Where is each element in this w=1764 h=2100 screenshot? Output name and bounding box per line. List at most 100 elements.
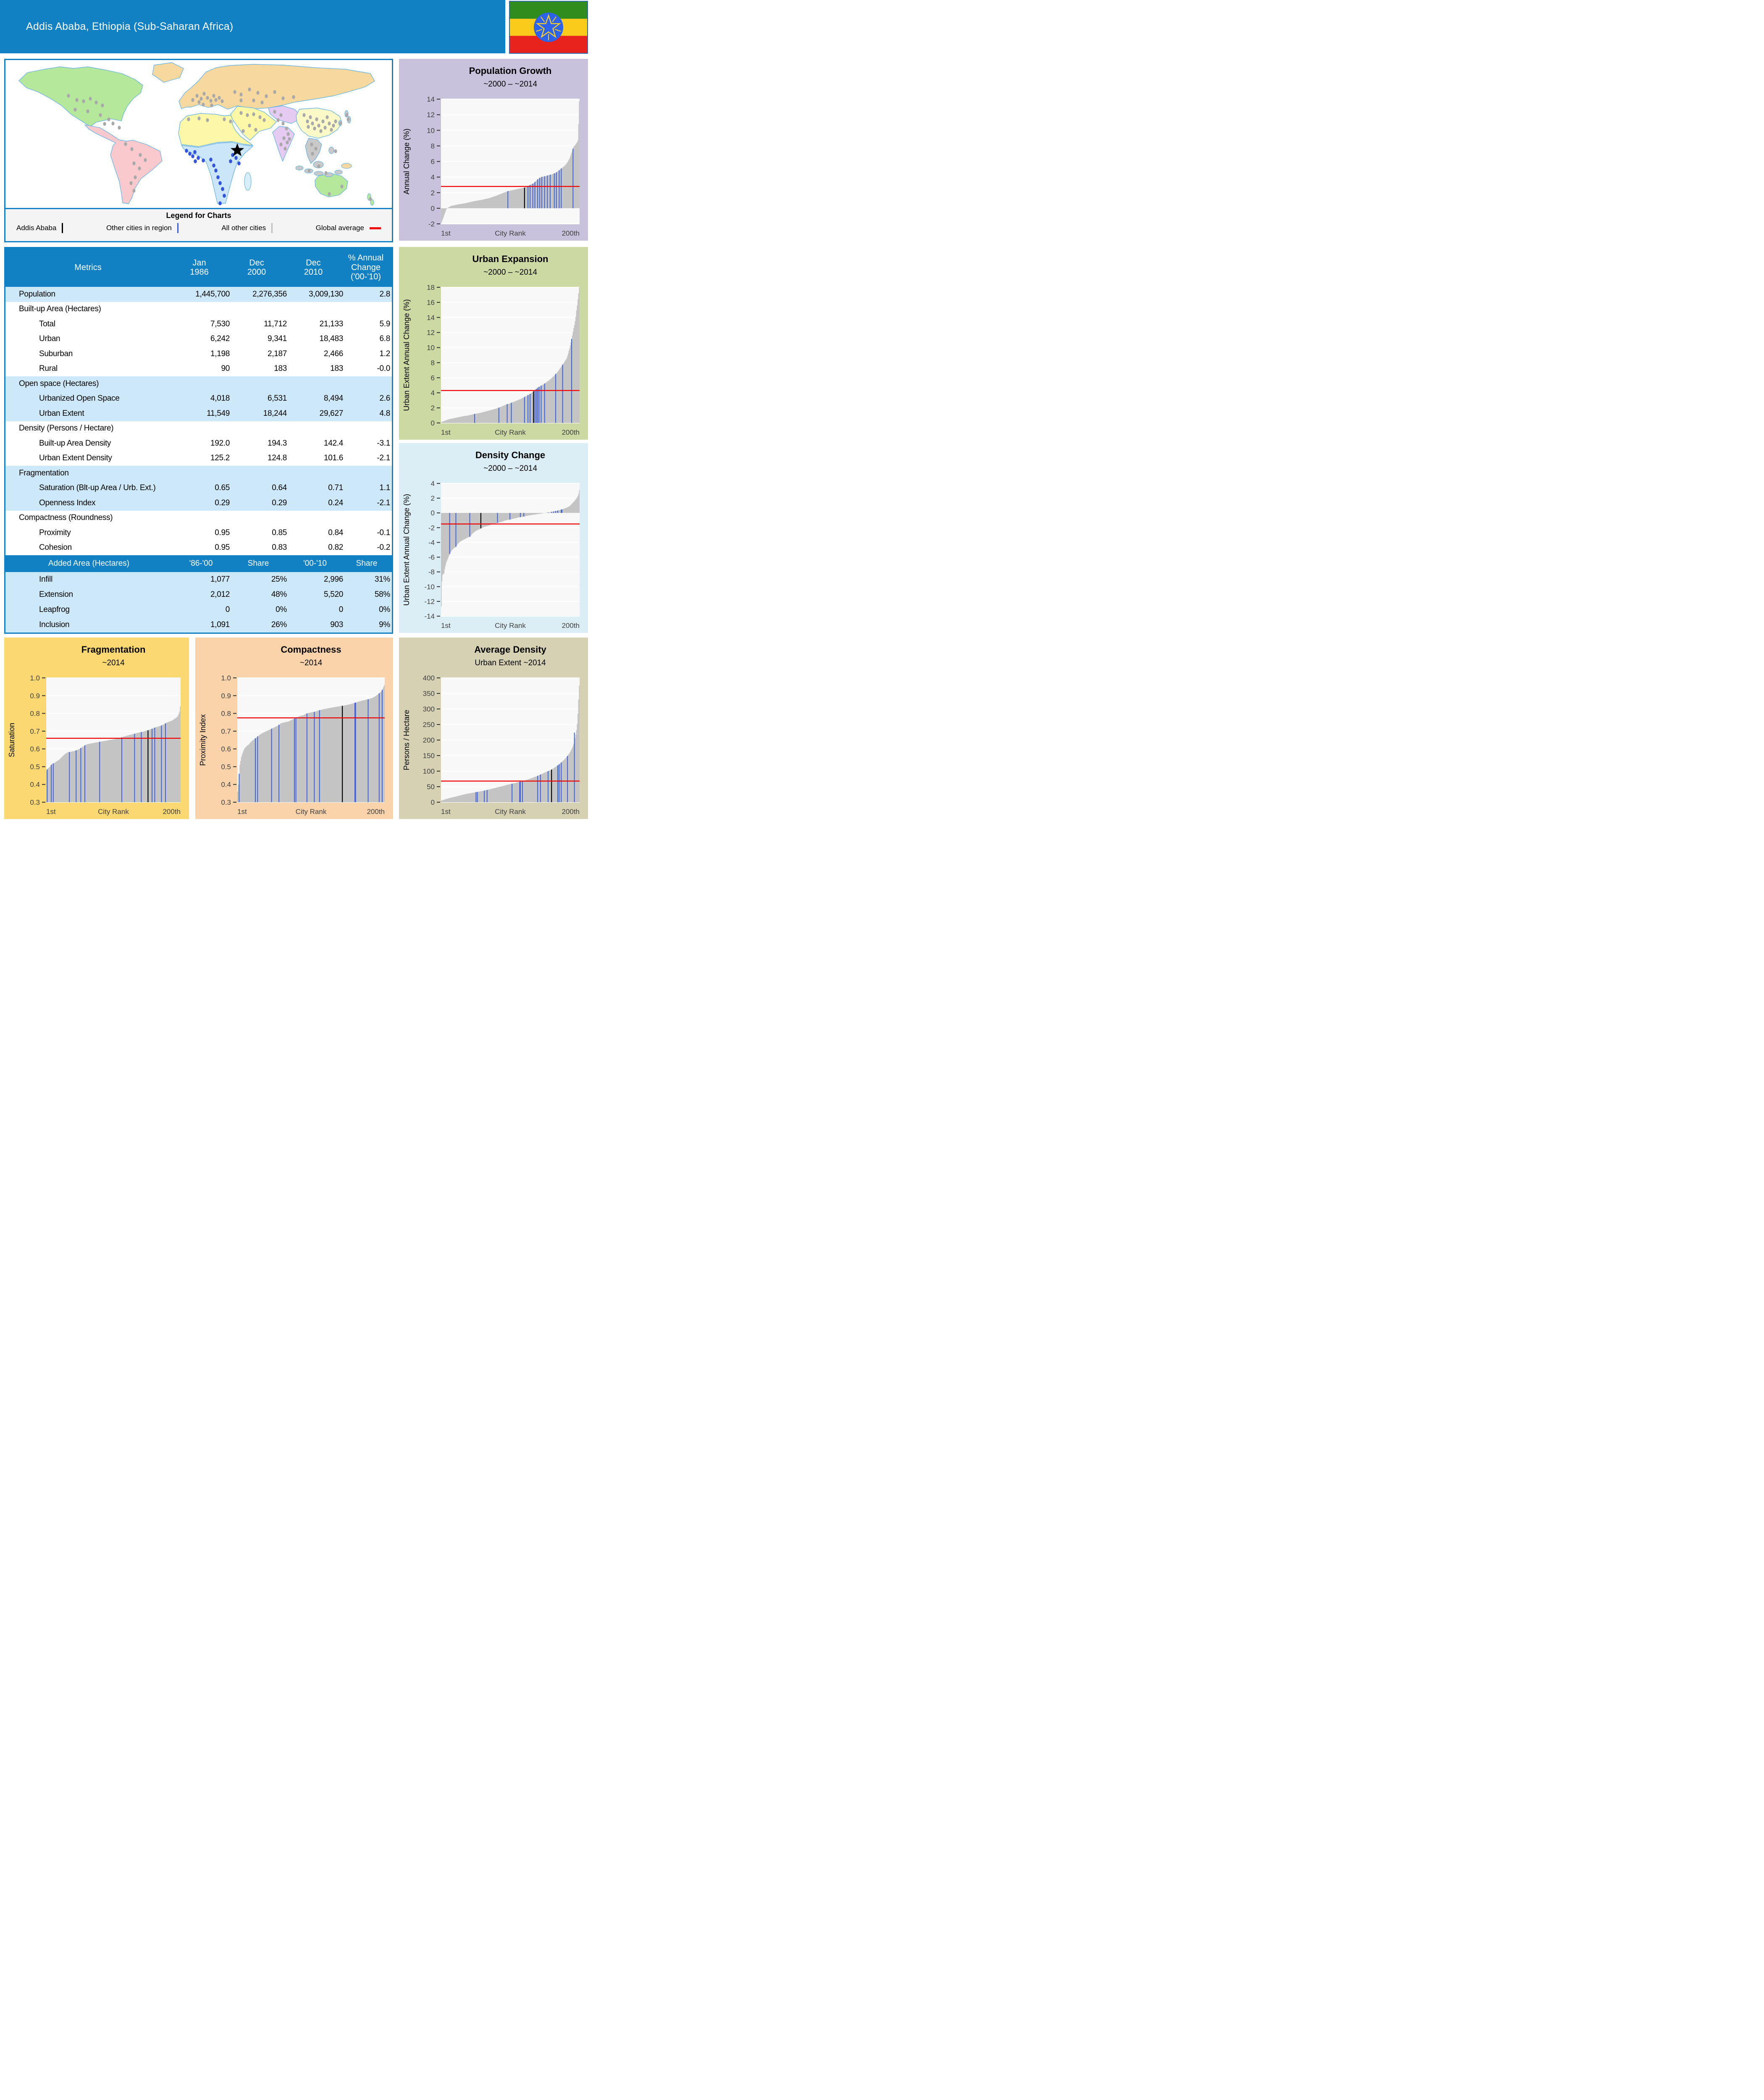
chart-title: Population Growth [469,66,552,76]
city-dot [197,100,201,104]
city-dot [288,137,291,141]
y-tick-label: 0.8 [30,710,40,718]
metric-row: Urbanized Open Space 4,018 6,531 8,494 2.6 [5,391,392,406]
added-col-share-2: Share [356,559,378,568]
added-area-value: 1,091 [210,620,230,629]
y-tick-label: 14 [427,95,435,103]
metric-label: Fragmentation [19,468,69,478]
flag-ray [536,29,543,32]
city-dot [279,113,283,117]
city-dot [332,123,335,128]
metric-value: 183 [274,364,287,373]
metric-label: Urban Extent [39,409,84,418]
chart-subtitle: ~2014 [102,659,125,667]
added-area-value: 1,077 [210,575,230,584]
metric-value: -0.0 [377,364,390,373]
metric-label: Open space (Hectares) [19,379,99,388]
metric-value: -2.1 [377,454,390,463]
x-tick-first: 1st [237,808,247,816]
region-city-dot [218,181,222,185]
city-dot [317,164,320,168]
legend-region-cities-marker-icon [177,223,178,233]
added-area-label: Added Area (Hectares) [48,559,130,568]
y-tick-label: 0.3 [221,798,231,806]
y-tick-label: 1.0 [30,674,40,682]
metric-label: Openness Index [39,498,96,507]
metric-row: Population 1,445,700 2,276,356 3,009,130 2.8 [5,287,392,302]
region-central-asia [268,105,300,124]
added-area-value: 2,012 [210,590,230,599]
city-dot [74,108,77,112]
city-dot [323,126,327,130]
city-dot [340,184,344,189]
col-header-jan-1986: Jan 1986 [190,258,209,277]
flag-ray [540,16,545,22]
city-dot [339,121,342,126]
y-tick-label: 400 [423,674,435,682]
metric-value: 0.85 [272,528,287,537]
city-dot [334,119,337,123]
region-north-america [18,66,143,127]
y-tick-label: 4 [431,389,435,397]
population-growth-panel: -2 0 2 4 6 8 10 12 14 Population Growth ~2000 – ~2… [399,59,588,241]
metric-value: 8,494 [323,394,343,403]
chart-subtitle: ~2000 – ~2014 [483,80,537,89]
city-dot [239,111,243,115]
city-dot [292,95,295,99]
x-axis-label: City Rank [495,808,526,816]
x-tick-last: 200th [562,808,580,816]
city-dot [233,90,236,94]
metric-value: 0.95 [215,543,230,552]
metric-value: 0.84 [328,528,343,537]
chart-subtitle: ~2000 – ~2014 [483,464,537,473]
metric-value: 0.95 [215,528,230,537]
flag-ray [554,29,561,32]
y-tick-label: 0.9 [30,692,40,700]
col-header-dec-2000: Dec 2000 [247,258,266,277]
ethiopia-flag-image [510,2,587,53]
city-dot [334,149,337,153]
region-city-dot [212,163,215,168]
metric-value: 1,445,700 [195,289,230,299]
metric-value: 0.82 [328,543,343,552]
added-area-row: Leapfrog 0 0% 0 0% [5,602,392,617]
y-tick-label: 2 [431,189,435,197]
city-dot [346,117,350,121]
col-header-dec-2010: Dec 2010 [304,258,323,277]
metric-value: 6.8 [379,334,390,344]
world-map-panel: Legend for Charts Addis Ababa Other citie… [4,59,393,242]
city-dot [209,99,213,103]
y-tick-label: 0 [431,205,435,213]
chart-subtitle: ~2000 – ~2014 [483,268,537,277]
legend-subject-city-marker-icon [62,223,63,233]
metric-value: -3.1 [377,438,390,448]
city-dot [285,126,288,131]
y-tick-label: 2 [431,404,435,412]
region-sumatra [295,165,304,171]
section-row: Density (Persons / Hectare) [5,421,392,436]
metric-row: Proximity 0.95 0.85 0.84 -0.1 [5,525,392,541]
metric-value: 2,276,356 [252,289,287,299]
x-tick-last: 200th [367,808,385,816]
y-tick-label: 18 [427,284,435,291]
subject-city-star-icon [230,143,244,156]
x-tick-first: 1st [441,428,451,436]
metric-label: Urbanized Open Space [39,394,120,403]
added-area-value: 5,520 [323,590,343,599]
region-nz-south [370,199,374,206]
y-tick-label: 0 [431,509,435,517]
x-tick-first: 1st [441,622,451,630]
added-area-value: 48% [271,590,287,599]
added-area-row: Inclusion 1,091 26% 903 9% [5,617,392,633]
city-dot [254,128,257,132]
region-city-dot [197,156,200,160]
metric-value: 0.24 [328,498,343,507]
y-tick-label: 0.6 [221,745,231,753]
city-dot [212,94,215,98]
metric-value: 21,133 [319,319,344,328]
city-dot [220,99,224,103]
city-dot [328,192,331,196]
chart-title: Average Density [474,644,546,655]
metric-value: 4.8 [379,409,390,418]
city-dot [138,166,141,171]
